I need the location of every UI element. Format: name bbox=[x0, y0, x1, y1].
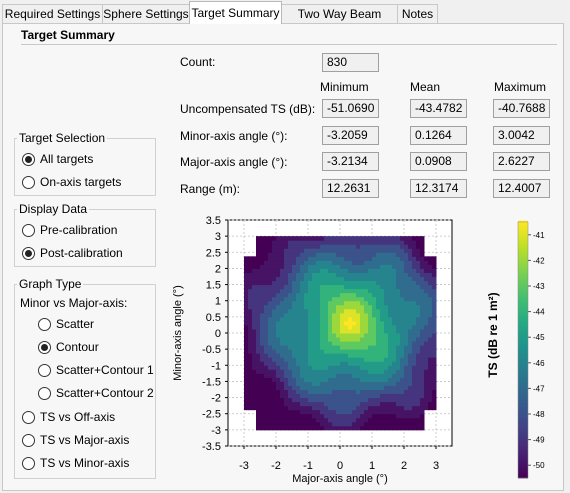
tab-target-summary[interactable]: Target Summary bbox=[189, 1, 282, 24]
radio-contour[interactable]: Contour bbox=[38, 338, 99, 356]
radio-all-targets[interactable]: All targets bbox=[22, 150, 93, 168]
radio-pre-calibration[interactable]: Pre-calibration bbox=[22, 221, 117, 239]
radio-indicator bbox=[38, 317, 51, 331]
minor-axis-angle-label: Minor-axis angle (°): bbox=[180, 129, 288, 143]
target-selection-title: Target Selection bbox=[17, 131, 108, 145]
uncompensated-ts-label: Uncompensated TS (dB): bbox=[180, 102, 316, 116]
section-title: Target Summary bbox=[21, 28, 115, 42]
radio-indicator bbox=[38, 363, 51, 377]
radio-scatter-contour-2[interactable]: Scatter+Contour 2 bbox=[38, 384, 154, 402]
uncompensated-ts-max: -40.7688 bbox=[493, 99, 550, 118]
radio-indicator bbox=[22, 223, 35, 237]
range-min: 12.2631 bbox=[322, 179, 379, 198]
minor-vs-major-label: Minor vs Major-axis: bbox=[20, 296, 128, 310]
tab-sphere-settings[interactable]: Sphere Settings bbox=[102, 4, 190, 23]
radio-label: Contour bbox=[56, 340, 99, 354]
radio-label: On-axis targets bbox=[40, 175, 122, 189]
radio-scatter[interactable]: Scatter bbox=[38, 315, 94, 333]
tab-two-way-beam-angle[interactable]: Two Way Beam Angle bbox=[281, 4, 398, 40]
radio-label: Pre-calibration bbox=[40, 223, 118, 237]
section-divider bbox=[21, 44, 557, 45]
radio-ts-vs-major-axis[interactable]: TS vs Major-axis bbox=[22, 431, 129, 449]
col-header-maximum: Maximum bbox=[494, 80, 547, 94]
major-axis-angle-min: -3.2134 bbox=[322, 152, 379, 171]
radio-ts-vs-off-axis[interactable]: TS vs Off-axis bbox=[22, 408, 115, 426]
radio-scatter-contour-1[interactable]: Scatter+Contour 1 bbox=[38, 361, 154, 379]
radio-label: Scatter+Contour 2 bbox=[56, 386, 154, 400]
uncompensated-ts-min: -51.0690 bbox=[322, 99, 379, 118]
radio-indicator bbox=[22, 433, 35, 447]
radio-on-axis-targets[interactable]: On-axis targets bbox=[22, 173, 121, 191]
tab-required-settings[interactable]: Required Settings bbox=[2, 4, 103, 23]
graph-type-group bbox=[14, 284, 156, 479]
radio-indicator bbox=[22, 410, 35, 424]
minor-axis-angle-mean: 0.1264 bbox=[410, 126, 467, 145]
tab-bar: Required Settings Sphere Settings Target… bbox=[0, 0, 570, 40]
minor-axis-angle-max: 3.0042 bbox=[493, 126, 550, 145]
count-label: Count: bbox=[180, 55, 216, 69]
major-axis-angle-mean: 0.0908 bbox=[410, 152, 467, 171]
count-value: 830 bbox=[322, 53, 379, 72]
range-max: 12.4007 bbox=[493, 179, 550, 198]
radio-label: All targets bbox=[40, 152, 94, 166]
range-label: Range (m): bbox=[180, 182, 241, 196]
minor-axis-angle-min: -3.2059 bbox=[322, 126, 379, 145]
radio-indicator bbox=[22, 456, 35, 470]
radio-indicator bbox=[22, 152, 35, 166]
radio-label: Scatter+Contour 1 bbox=[56, 363, 154, 377]
radio-indicator bbox=[38, 340, 51, 354]
col-header-minimum: Minimum bbox=[320, 80, 369, 94]
radio-ts-vs-minor-axis[interactable]: TS vs Minor-axis bbox=[22, 454, 129, 472]
radio-label: Post-calibration bbox=[40, 246, 123, 260]
radio-label: TS vs Minor-axis bbox=[40, 456, 130, 470]
radio-post-calibration[interactable]: Post-calibration bbox=[22, 244, 123, 262]
display-data-title: Display Data bbox=[17, 202, 90, 216]
radio-indicator bbox=[38, 386, 51, 400]
major-axis-angle-label: Major-axis angle (°): bbox=[180, 155, 288, 169]
col-header-mean: Mean bbox=[410, 80, 441, 94]
radio-label: TS vs Off-axis bbox=[40, 410, 116, 424]
radio-label: TS vs Major-axis bbox=[40, 433, 130, 447]
range-mean: 12.3174 bbox=[410, 179, 467, 198]
uncompensated-ts-mean: -43.4782 bbox=[410, 99, 467, 118]
radio-indicator bbox=[22, 246, 35, 260]
graph-type-title: Graph Type bbox=[17, 277, 84, 291]
radio-label: Scatter bbox=[56, 317, 95, 331]
major-axis-angle-max: 2.6227 bbox=[493, 152, 550, 171]
tab-notes[interactable]: Notes bbox=[397, 4, 438, 23]
radio-indicator bbox=[22, 175, 35, 189]
